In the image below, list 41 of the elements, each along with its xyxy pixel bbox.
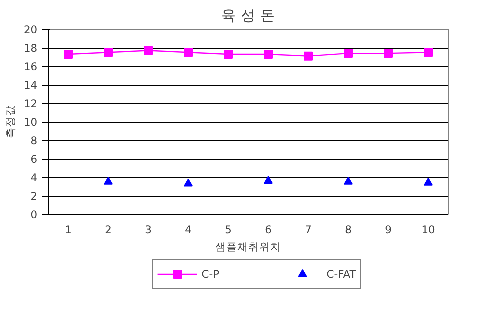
- point: [264, 50, 273, 59]
- point: [304, 52, 313, 61]
- point: [264, 176, 273, 184]
- x-tick-label: 5: [225, 224, 232, 236]
- x-tick-label: 8: [345, 224, 352, 236]
- point: [144, 46, 153, 56]
- y-tick-label: 8: [30, 134, 38, 148]
- x-tick-label: 1: [65, 224, 72, 236]
- y-tick-label: 4: [30, 172, 38, 184]
- y-tick-label: 12: [24, 98, 38, 110]
- y-tick-label: 2: [30, 190, 38, 203]
- point: [184, 178, 193, 187]
- point: [184, 48, 193, 58]
- point: [64, 50, 73, 59]
- x-tick-label: 6: [265, 224, 272, 236]
- point: [104, 177, 113, 185]
- y-tick-label: 20: [24, 24, 38, 36]
- y-tick-label: 14: [24, 79, 38, 92]
- point: [424, 48, 433, 58]
- y-tick-label: 0: [30, 208, 38, 222]
- x-tick-label: 2: [105, 224, 112, 236]
- y-axis-title: 측정값: [4, 106, 17, 138]
- legend-label: C-P: [202, 268, 220, 280]
- x-tick-label: 4: [185, 224, 192, 236]
- point: [104, 48, 113, 58]
- point: [384, 49, 393, 58]
- point: [424, 178, 433, 186]
- y-tick-label: 10: [24, 116, 38, 129]
- point: [344, 49, 353, 58]
- point: [344, 177, 353, 185]
- x-tick-label: 7: [305, 224, 312, 236]
- y-tick-label: 18: [24, 42, 38, 55]
- x-axis-title: 샘플채취위치: [216, 240, 282, 254]
- legend-label: C-FAT: [326, 268, 356, 280]
- point: [224, 50, 233, 59]
- x-tick-label: 10: [422, 224, 436, 236]
- y-tick-label: 16: [24, 60, 38, 74]
- chart-title: 육 성 돈: [221, 8, 276, 24]
- x-tick-label: 9: [385, 224, 392, 236]
- x-tick-label: 3: [145, 224, 152, 236]
- y-tick-label: 6: [30, 153, 38, 166]
